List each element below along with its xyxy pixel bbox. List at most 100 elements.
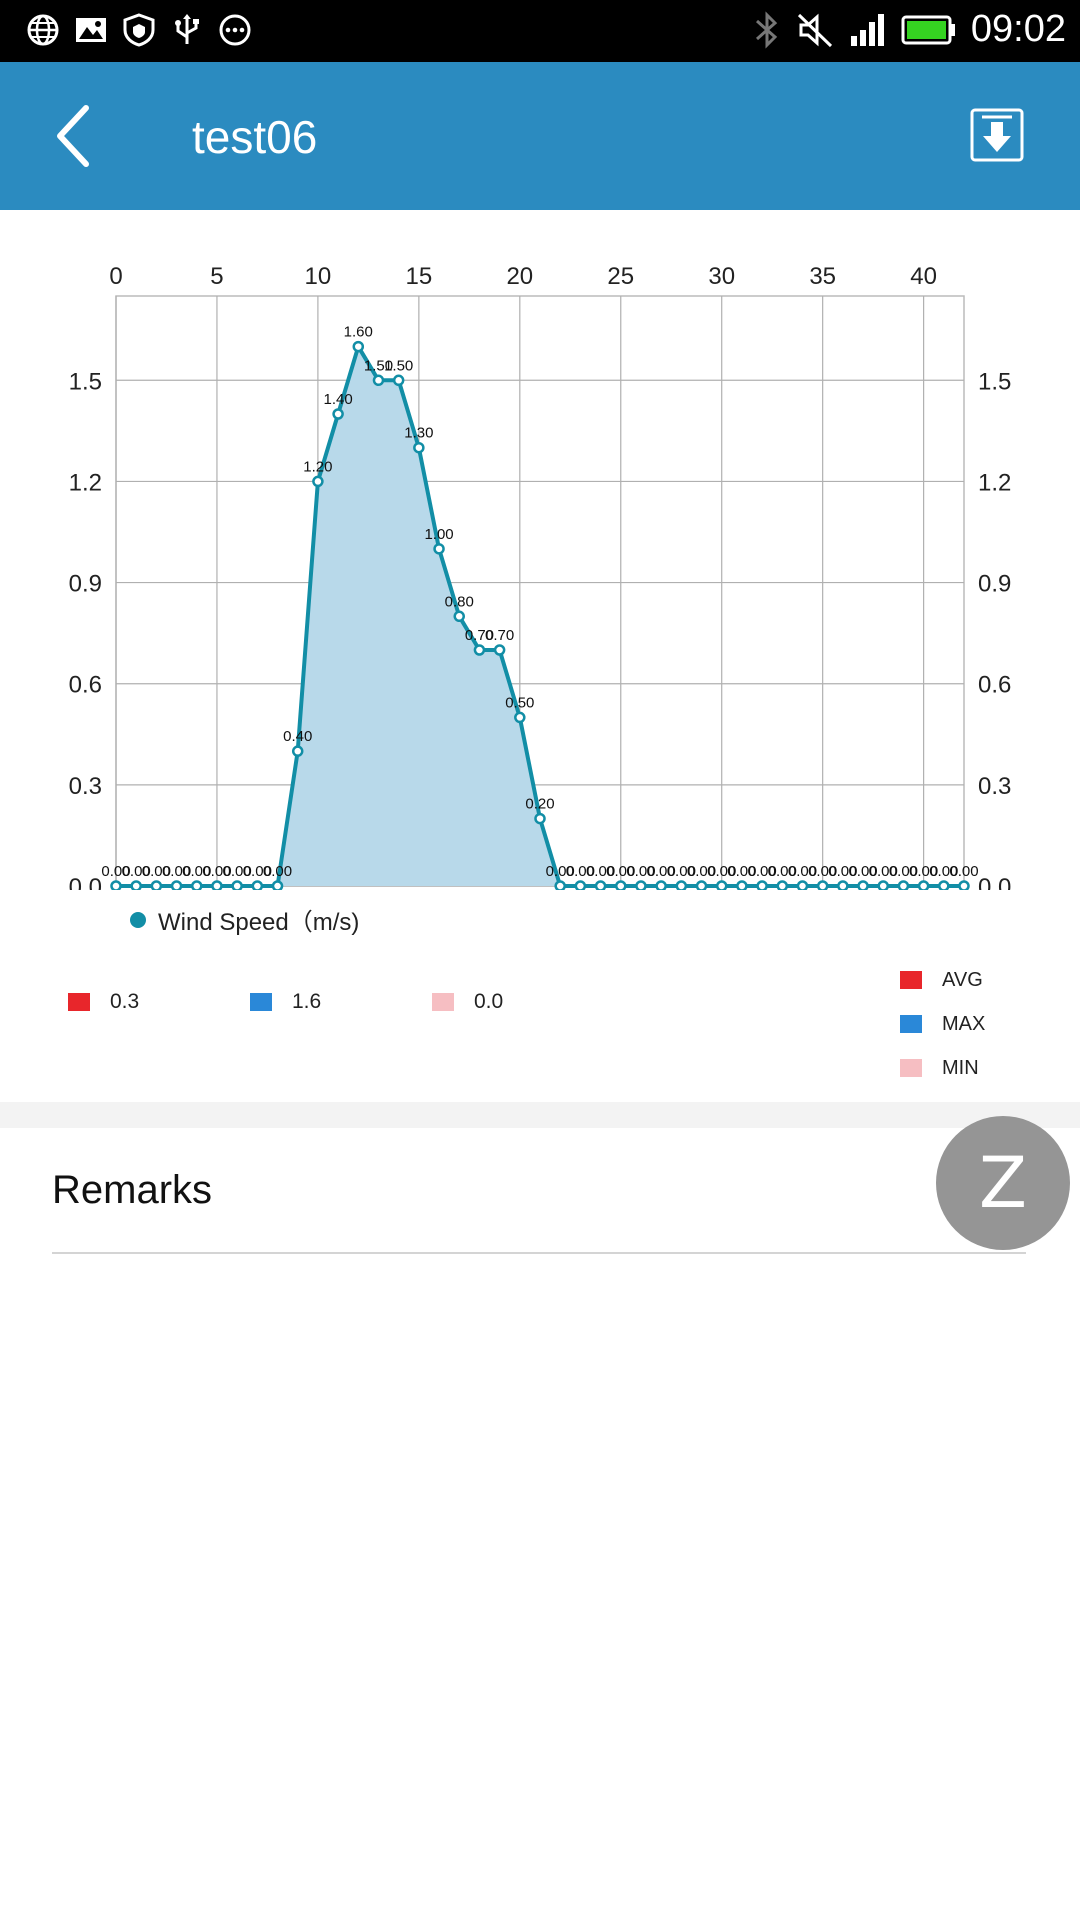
battery-icon: [901, 15, 955, 44]
data-point: [938, 880, 950, 890]
download-icon[interactable]: [970, 108, 1024, 162]
data-point: [413, 441, 425, 454]
data-point: [150, 880, 163, 890]
avg-swatch: [900, 971, 922, 989]
data-label: 0.00: [243, 863, 272, 880]
data-point: [715, 880, 728, 890]
remarks-label: Remarks: [52, 1168, 213, 1212]
data-point: [433, 543, 445, 555]
data-label: 0.40: [283, 728, 312, 745]
min-value: 0.0: [474, 990, 504, 1013]
data-point: [352, 340, 365, 353]
max-label: MAX: [942, 1012, 986, 1035]
data-label: 0.00: [626, 863, 655, 880]
app-bar: test06: [0, 62, 1080, 210]
more-icon: [219, 14, 251, 46]
data-point: [574, 880, 587, 890]
globe-icon: [27, 14, 59, 46]
data-point: [231, 880, 243, 890]
data-label: 0.00: [889, 863, 918, 880]
remarks-underline[interactable]: [52, 1252, 1026, 1254]
data-point: [857, 880, 869, 890]
data-point: [312, 475, 324, 488]
x-tick-label: 35: [809, 263, 836, 290]
max-value: 1.6: [292, 990, 322, 1013]
stats-legend: AVG MAX MIN: [900, 958, 985, 1090]
bluetooth-icon: [755, 10, 778, 49]
avg-value-swatch: [68, 993, 90, 1011]
status-time: 09:02: [970, 8, 1066, 50]
data-label: 0.00: [869, 863, 898, 880]
data-label: 1.50: [364, 357, 393, 374]
signal-icon: [850, 13, 884, 46]
data-point: [271, 880, 284, 890]
data-point: [837, 880, 849, 890]
data-label: 0.00: [586, 863, 615, 880]
data-label: 0.70: [485, 627, 514, 644]
fab-label: Z: [979, 1142, 1027, 1224]
data-point: [776, 880, 789, 890]
y-tick-label-right: 1.2: [978, 469, 1011, 496]
data-point: [877, 880, 889, 890]
chart-legend: Wind Speed（m/s): [130, 902, 359, 937]
data-point: [170, 880, 183, 890]
section-divider: [0, 1102, 1080, 1128]
data-label: 0.00: [101, 863, 130, 880]
data-label: 0.00: [727, 863, 756, 880]
y-tick-label-right: 0.0: [978, 874, 1011, 890]
data-point: [251, 880, 264, 890]
shield-icon: [123, 13, 155, 47]
data-point: [796, 880, 809, 890]
data-point: [514, 711, 526, 724]
data-point: [675, 880, 688, 890]
y-tick-label-right: 0.3: [978, 773, 1011, 800]
legend-marker: [130, 911, 146, 928]
status-bar: 09:02: [0, 0, 1080, 62]
legend-avg: AVG: [900, 958, 985, 1002]
x-tick-label: 25: [607, 263, 634, 290]
image-icon: [76, 18, 106, 42]
data-label: 0.00: [808, 863, 837, 880]
data-label: 0.00: [747, 863, 776, 880]
data-point: [615, 880, 627, 890]
data-label: 0.00: [202, 863, 231, 880]
series-area: [116, 346, 964, 886]
data-label: 0.00: [788, 863, 817, 880]
data-point: [191, 880, 203, 890]
data-label: 0.70: [465, 627, 494, 644]
data-label: 0.00: [606, 863, 635, 880]
data-point: [736, 880, 748, 890]
chart-panel: 0 5 10 15 20 25 30 35 40 0.0 0.0 0.3 0.3 0.6 0.6 0.9 0.9…: [0, 210, 1080, 1100]
min-swatch: [900, 1059, 922, 1077]
data-label: 0.00: [929, 863, 958, 880]
stats-values: 0.3 1.6 0.0: [68, 990, 614, 1014]
floating-action-button[interactable]: Z: [936, 1116, 1070, 1250]
legend-max: MAX: [900, 1002, 985, 1046]
avg-value: 0.3: [110, 990, 140, 1013]
data-label: 0.00: [768, 863, 797, 880]
data-point: [211, 880, 223, 890]
back-button[interactable]: [48, 102, 98, 170]
wind-speed-chart: 0 5 10 15 20 25 30 35 40 0.0 0.0 0.3 0.3 0.6 0.6 0.9 0.9…: [69, 263, 1011, 890]
x-tick-label: 5: [210, 263, 223, 290]
data-label: 0.00: [162, 863, 191, 880]
data-label: 0.50: [505, 694, 534, 711]
data-label: 0.00: [647, 863, 676, 880]
data-point: [554, 880, 566, 890]
data-label: 1.50: [384, 357, 413, 374]
data-label: 0.00: [848, 863, 877, 880]
y-tick-label-left: 0.3: [69, 773, 102, 800]
data-point: [473, 644, 486, 656]
status-icons-left: [26, 13, 252, 47]
data-label: 1.60: [344, 324, 373, 341]
data-point: [816, 880, 829, 890]
avg-label: AVG: [942, 968, 983, 991]
data-point: [110, 880, 122, 890]
data-label: 0.00: [949, 863, 978, 880]
min-value-swatch: [432, 993, 454, 1011]
status-icons-right: 09:02: [753, 8, 1066, 51]
data-point: [756, 880, 768, 890]
y-tick-label-right: 1.5: [978, 368, 1011, 395]
y-tick-label-left: 0.6: [69, 672, 102, 699]
data-label: 0.00: [122, 863, 151, 880]
